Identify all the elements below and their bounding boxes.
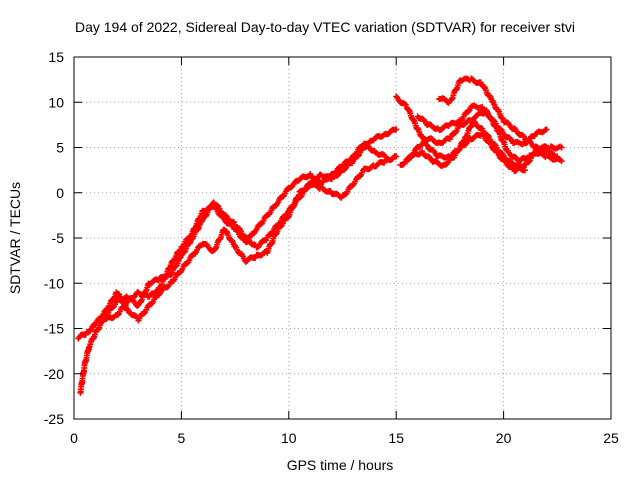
grid-lines <box>74 57 611 419</box>
x-tick-label: 5 <box>178 430 186 446</box>
series-trace-7 <box>436 75 561 161</box>
data-point <box>258 220 265 227</box>
y-tick-label: -5 <box>52 230 65 246</box>
y-tick-label: 10 <box>48 94 64 110</box>
data-point <box>558 158 565 165</box>
y-tick-label: 0 <box>56 185 64 201</box>
x-tick-label: 15 <box>388 430 404 446</box>
data-point <box>558 144 565 151</box>
y-tick-label: -10 <box>44 275 64 291</box>
data-point <box>554 153 561 160</box>
x-axis-title: GPS time / hours <box>287 457 394 473</box>
y-axis-title: SDTVAR / TECUs <box>7 182 23 294</box>
data-point <box>382 153 389 160</box>
series-trace-1 <box>77 126 400 396</box>
data-point <box>522 167 529 174</box>
data-point <box>402 101 409 108</box>
data-points <box>75 75 565 396</box>
x-tick-label: 20 <box>496 430 512 446</box>
x-tick-labels: 0 5 10 15 20 25 <box>70 430 619 446</box>
data-point <box>408 152 415 159</box>
series-trace-3 <box>103 140 389 323</box>
y-tick-label: 15 <box>48 49 64 65</box>
data-point <box>277 223 284 230</box>
x-tick-label: 25 <box>603 430 619 446</box>
x-tick-label: 0 <box>70 430 78 446</box>
data-point <box>512 153 519 160</box>
y-tick-label: -20 <box>44 366 64 382</box>
data-point <box>393 153 400 160</box>
data-point <box>520 133 527 140</box>
chart-title: Day 194 of 2022, Sidereal Day-to-day VTE… <box>75 19 575 35</box>
data-point <box>543 126 550 133</box>
y-tick-label: -25 <box>44 411 64 427</box>
data-point <box>184 260 191 267</box>
data-point <box>254 244 261 251</box>
axis-ticks <box>73 56 612 420</box>
series-trace-2 <box>75 153 400 342</box>
series-trace-8 <box>403 117 529 174</box>
x-tick-label: 10 <box>281 430 297 446</box>
data-point <box>393 126 400 133</box>
y-tick-labels: -25 -20 -15 -10 -5 0 5 10 15 <box>44 49 64 427</box>
y-tick-label: -15 <box>44 321 64 337</box>
y-tick-label: 5 <box>56 140 64 156</box>
